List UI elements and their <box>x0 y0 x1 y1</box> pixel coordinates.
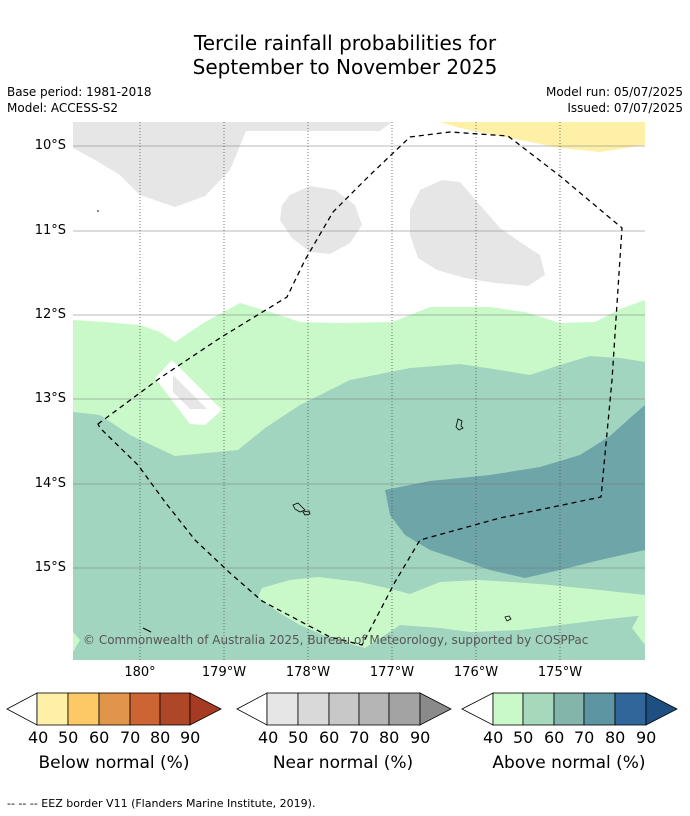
meta-left: Base period: 1981-2018 Model: ACCESS-S2 <box>7 84 152 116</box>
cbar3-tick-80: 80 <box>605 728 626 747</box>
cbar1-tick-90: 90 <box>180 728 201 747</box>
cbar2-tick-50: 50 <box>288 728 309 747</box>
cbar3-tick-60: 60 <box>544 728 565 747</box>
lat-label-10s: 10°S <box>34 138 66 153</box>
eez-footnote: -- -- -- EEZ border V11 (Flanders Marine… <box>7 797 316 810</box>
cbar2-title: Near normal (%) <box>272 753 414 773</box>
above-normal-light-patch-2 <box>632 605 645 645</box>
colorbar-near-high-arrow <box>419 692 452 726</box>
above-normal-light-patch <box>73 632 80 652</box>
model-name: Model: ACCESS-S2 <box>7 101 119 115</box>
lon-label-175w: 175°W <box>537 665 583 680</box>
near-normal-region-4 <box>173 375 207 409</box>
cbar1-tick-80: 80 <box>150 728 171 747</box>
colorbar-below-low-arrow <box>6 692 38 726</box>
island-4 <box>504 615 512 622</box>
cbar2-tick-90: 90 <box>410 728 431 747</box>
cbar3-title: Above normal (%) <box>492 753 646 773</box>
colorbar-near-normal <box>236 692 452 726</box>
lon-label-176w: 176°W <box>453 665 499 680</box>
colorbar-near-low-arrow <box>236 692 268 726</box>
lat-label-12s: 12°S <box>34 307 66 322</box>
cbar1-tick-70: 70 <box>120 728 141 747</box>
base-period: Base period: 1981-2018 <box>7 85 152 99</box>
lat-label-11s: 11°S <box>34 223 66 238</box>
lon-label-178w: 178°W <box>285 665 331 680</box>
cbar3-tick-90: 90 <box>636 728 657 747</box>
lon-label-177w: 177°W <box>369 665 415 680</box>
cbar1-title: Below normal (%) <box>38 753 190 773</box>
cbar2-tick-40: 40 <box>258 728 279 747</box>
model-run: Model run: 05/07/2025 <box>545 85 683 99</box>
colorbar-below-normal <box>6 692 222 726</box>
cbar3-tick-50: 50 <box>513 728 534 747</box>
lat-label-15s: 15°S <box>34 560 66 575</box>
cbar2-tick-80: 80 <box>379 728 400 747</box>
above-normal-50-band <box>73 356 645 660</box>
meta-right: Model run: 05/07/2025 Issued: 07/07/2025 <box>546 84 683 116</box>
lat-label-13s: 13°S <box>34 391 66 406</box>
colorbar-above-normal <box>461 692 678 726</box>
colorbar-above-low-arrow <box>461 692 494 726</box>
cbar3-tick-40: 40 <box>483 728 504 747</box>
cbar3-tick-70: 70 <box>574 728 595 747</box>
island-5 <box>142 627 152 633</box>
island-3 <box>302 510 311 516</box>
cbar1-tick-50: 50 <box>58 728 79 747</box>
map-area <box>73 122 645 660</box>
near-normal-region-1 <box>73 122 392 207</box>
lon-label-179w: 179°W <box>201 665 247 680</box>
lat-gridlines <box>73 145 645 569</box>
island-6 <box>97 210 99 212</box>
cbar1-tick-40: 40 <box>28 728 49 747</box>
colorbar-above-high-arrow <box>645 692 678 726</box>
lat-label-14s: 14°S <box>34 476 66 491</box>
issued-date: Issued: 07/07/2025 <box>567 101 683 115</box>
map-title: Tercile rainfall probabilities for Septe… <box>0 31 690 79</box>
title-line-1: Tercile rainfall probabilities for <box>193 31 497 55</box>
copyright-notice: © Commonwealth of Australia 2025, Bureau… <box>83 633 589 647</box>
below-normal-region <box>440 122 645 152</box>
island-2 <box>292 502 306 513</box>
near-normal-region-3 <box>410 180 545 286</box>
title-line-2: September to November 2025 <box>192 55 498 79</box>
above-normal-60-band <box>385 405 645 578</box>
lon-label-180: 180° <box>124 665 156 680</box>
cbar2-tick-70: 70 <box>349 728 370 747</box>
cbar2-tick-60: 60 <box>319 728 340 747</box>
colorbar-below-high-arrow <box>189 692 222 726</box>
island-1 <box>455 418 464 431</box>
cbar1-tick-60: 60 <box>89 728 110 747</box>
